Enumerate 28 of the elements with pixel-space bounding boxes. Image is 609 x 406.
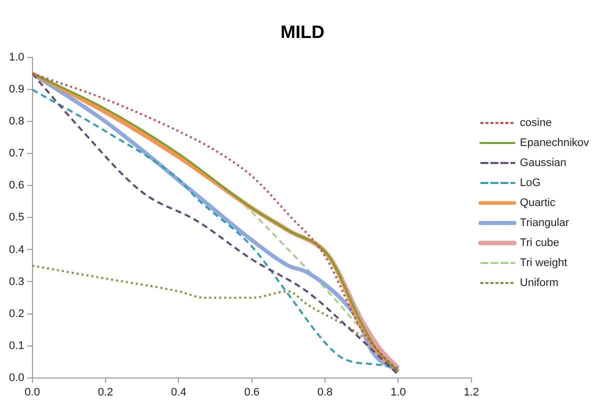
y-tick-label: 0.9	[8, 84, 24, 96]
legend-label: Triangular	[520, 217, 570, 230]
y-tick-label: 0.4	[8, 244, 24, 256]
x-tick-label: 0.8	[317, 386, 333, 398]
x-tick-label: 0.4	[171, 386, 186, 398]
chart-title: MILD	[280, 22, 324, 42]
y-tick-label: 1.0	[8, 52, 24, 64]
y-tick-label: 0.5	[8, 212, 24, 224]
legend-label: LoG	[520, 177, 541, 190]
legend-label: Uniform	[520, 277, 558, 290]
y-tick-label: 0.3	[8, 276, 24, 288]
legend-label: cosine	[520, 117, 552, 130]
y-tick-label: 0.8	[8, 116, 24, 128]
y-tick-label: 0.0	[8, 372, 24, 384]
legend-label: Gaussian	[520, 157, 566, 170]
x-tick-label: 0.0	[24, 386, 40, 398]
legend-label: Tri weight	[520, 257, 568, 270]
x-tick-label: 0.2	[98, 386, 114, 398]
legend-label: Tri cube	[520, 237, 560, 250]
y-tick-label: 0.2	[8, 308, 24, 320]
y-tick-label: 0.7	[8, 148, 24, 160]
y-tick-label: 0.6	[8, 180, 24, 192]
y-tick-label: 0.1	[8, 340, 24, 352]
x-tick-label: 0.6	[244, 386, 260, 398]
x-tick-label: 1.0	[390, 386, 406, 398]
legend-label: Quartic	[520, 197, 556, 210]
legend-label: Epanechnikov	[520, 137, 590, 150]
x-tick-label: 1.2	[464, 386, 480, 398]
